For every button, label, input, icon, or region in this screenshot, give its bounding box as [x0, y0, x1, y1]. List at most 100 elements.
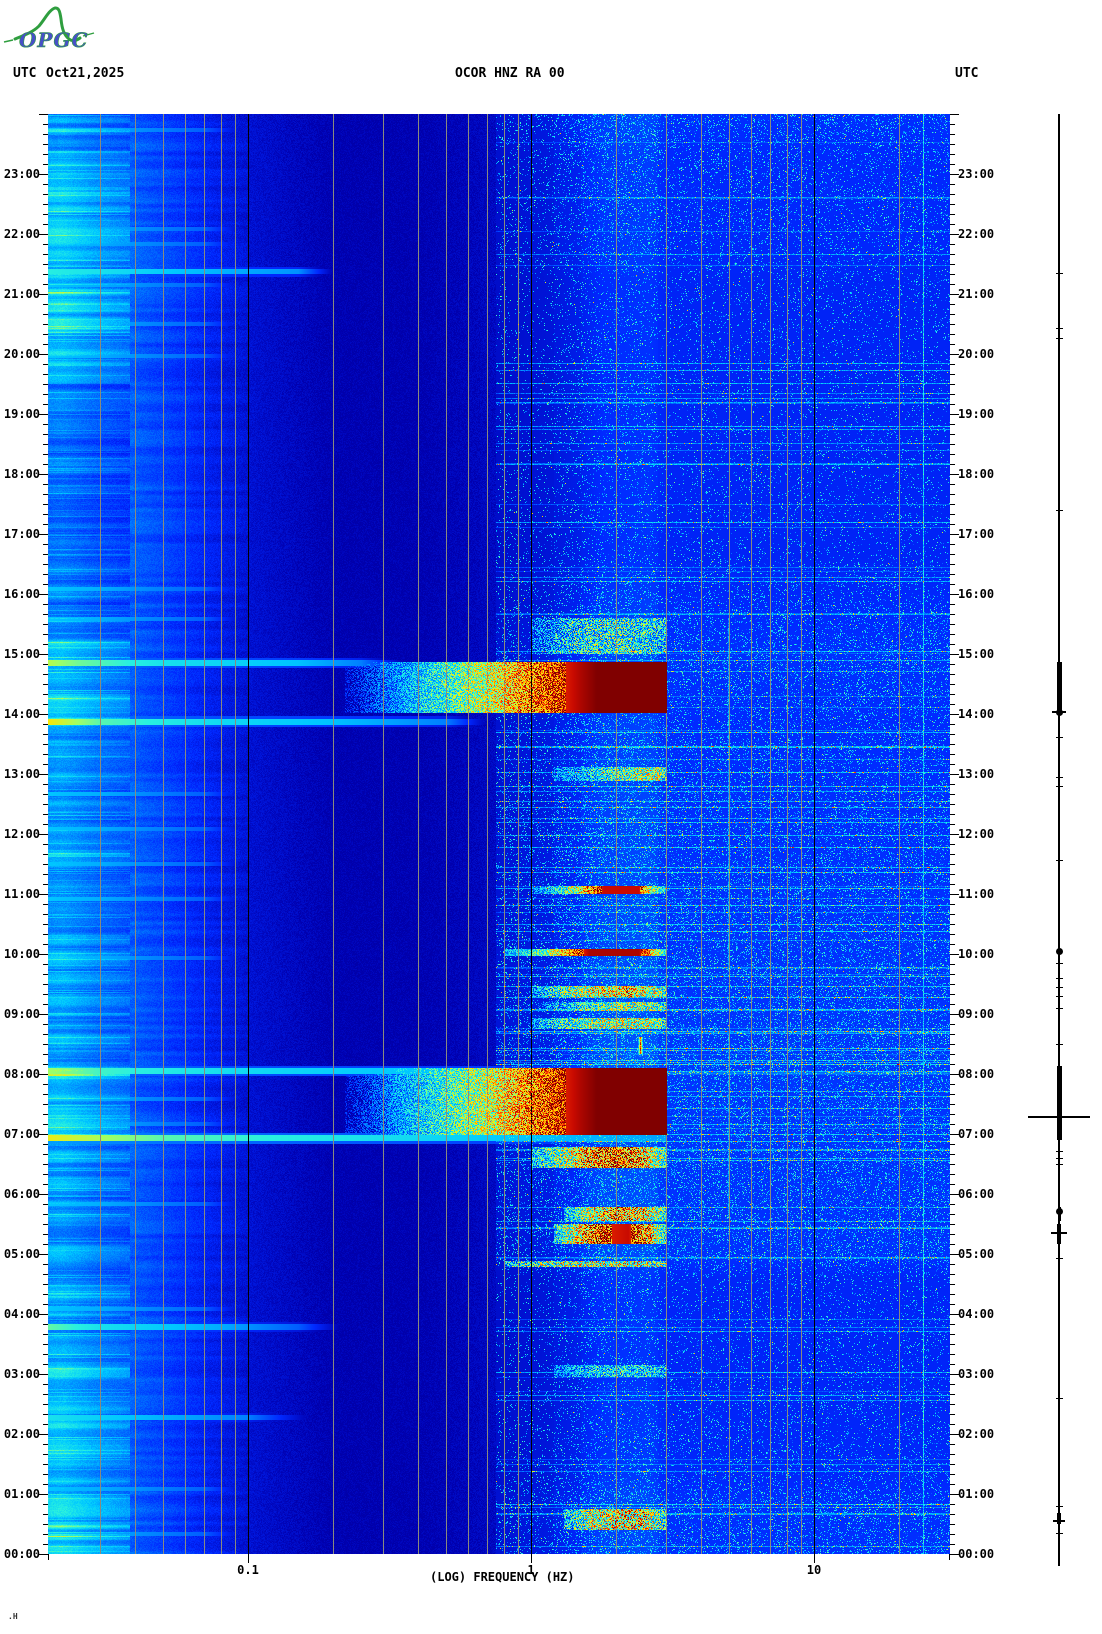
time-tick-left — [39, 234, 48, 235]
time-tick-left — [43, 504, 48, 505]
time-tick-right — [950, 1144, 955, 1145]
time-tick-right — [950, 814, 955, 815]
time-label-right: 15:00 — [958, 647, 995, 661]
time-tick-right — [950, 1274, 955, 1275]
time-tick-right — [950, 354, 959, 355]
event-strip-tick — [1056, 510, 1063, 511]
event-strip-line — [1058, 114, 1060, 1566]
time-tick-left — [43, 1174, 48, 1175]
time-tick-right — [950, 1194, 959, 1195]
time-label-left: 12:00 — [3, 827, 40, 841]
time-tick-left — [43, 1114, 48, 1115]
time-tick-right — [950, 604, 955, 605]
time-tick-left — [43, 1474, 48, 1475]
time-tick-right — [950, 554, 955, 555]
time-tick-left — [43, 1444, 48, 1445]
time-tick-right — [950, 1114, 955, 1115]
time-tick-left — [43, 614, 48, 615]
time-tick-right — [950, 574, 955, 575]
time-tick-left — [43, 364, 48, 365]
time-label-right: 04:00 — [958, 1307, 995, 1321]
time-label-left: 17:00 — [3, 527, 40, 541]
time-tick-right — [950, 1454, 955, 1455]
time-tick-right — [950, 114, 959, 115]
time-tick-right — [950, 234, 959, 235]
time-tick-left — [39, 354, 48, 355]
time-tick-left — [43, 824, 48, 825]
time-tick-left — [43, 184, 48, 185]
time-tick-right — [950, 264, 955, 265]
time-label-right: 05:00 — [958, 1247, 995, 1261]
time-label-right: 10:00 — [958, 947, 995, 961]
time-tick-right — [950, 1024, 955, 1025]
time-tick-right — [950, 1104, 955, 1105]
time-tick-right — [950, 1284, 955, 1285]
time-tick-left — [43, 1264, 48, 1265]
time-label-right: 00:00 — [958, 1547, 995, 1561]
time-tick-left — [43, 734, 48, 735]
event-strip-tick — [1056, 1044, 1063, 1045]
time-tick-right — [950, 1234, 955, 1235]
logo-ridge-left-dash — [3, 39, 14, 43]
time-tick-left — [43, 694, 48, 695]
time-tick-left — [39, 474, 48, 475]
time-tick-right — [950, 654, 959, 655]
time-tick-left — [43, 1274, 48, 1275]
time-tick-right — [950, 344, 955, 345]
time-tick-left — [43, 424, 48, 425]
time-label-left: 16:00 — [3, 587, 40, 601]
time-tick-right — [950, 1294, 955, 1295]
time-tick-left — [43, 584, 48, 585]
event-strip-bar — [1057, 1066, 1062, 1140]
time-tick-left — [39, 594, 48, 595]
time-tick-left — [43, 264, 48, 265]
time-tick-right — [950, 124, 955, 125]
event-strip-tick — [1056, 1158, 1063, 1159]
time-tick-left — [43, 164, 48, 165]
time-tick-right — [950, 284, 955, 285]
time-tick-right — [950, 754, 955, 755]
time-tick-right — [950, 1184, 955, 1185]
time-tick-right — [950, 164, 955, 165]
time-tick-right — [950, 204, 955, 205]
time-tick-right — [950, 1464, 955, 1465]
time-tick-right — [950, 614, 955, 615]
header-utc-left: UTC — [13, 66, 37, 81]
time-tick-left — [43, 1244, 48, 1245]
event-strip-dash — [1051, 1232, 1067, 1234]
time-label-left: 19:00 — [3, 407, 40, 421]
time-tick-left — [43, 154, 48, 155]
time-tick-left — [43, 1334, 48, 1335]
time-tick-right — [950, 494, 955, 495]
event-strip-tick — [1056, 1008, 1063, 1009]
time-tick-left — [43, 124, 48, 125]
time-tick-left — [43, 624, 48, 625]
time-tick-right — [950, 764, 955, 765]
time-tick-right — [950, 1154, 955, 1155]
time-tick-left — [43, 1094, 48, 1095]
event-strip-dash — [1028, 1116, 1090, 1118]
event-strip-tick — [1056, 338, 1063, 339]
opgc-logo: OPGC — [3, 6, 95, 52]
time-tick-right — [950, 1044, 955, 1045]
time-tick-right — [950, 584, 955, 585]
time-tick-right — [950, 734, 955, 735]
time-tick-left — [43, 374, 48, 375]
time-tick-right — [950, 304, 955, 305]
time-tick-left — [43, 134, 48, 135]
event-strip-tick — [1056, 1164, 1063, 1165]
time-tick-right — [950, 1424, 955, 1425]
time-tick-right — [950, 1054, 955, 1055]
time-tick-right — [950, 924, 955, 925]
event-strip-tick — [1056, 978, 1063, 979]
time-tick-left — [43, 1064, 48, 1065]
time-tick-right — [950, 214, 955, 215]
time-tick-left — [43, 574, 48, 575]
freq-tick — [814, 1554, 815, 1563]
spectrogram-canvas — [48, 114, 950, 1554]
time-tick-left — [43, 464, 48, 465]
time-tick-right — [950, 194, 955, 195]
event-strip-tick — [1056, 987, 1063, 988]
time-tick-left — [39, 654, 48, 655]
time-tick-right — [950, 434, 955, 435]
